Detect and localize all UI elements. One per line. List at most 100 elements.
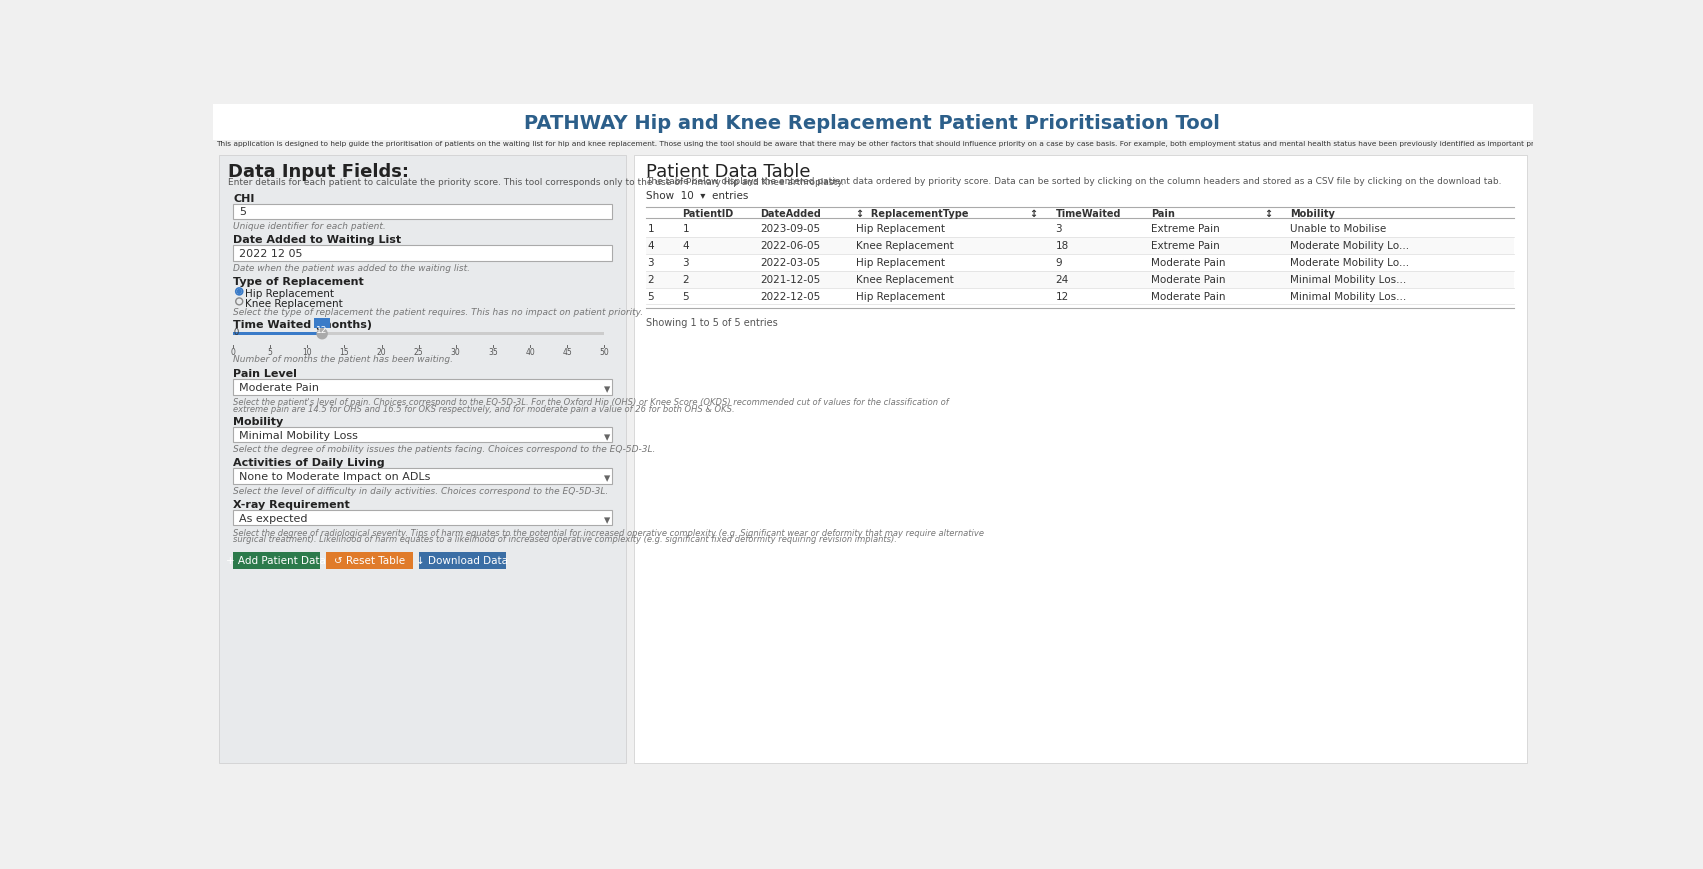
Text: Date when the patient was added to the waiting list.: Date when the patient was added to the w…: [233, 263, 470, 273]
Circle shape: [317, 328, 327, 339]
Text: Patient Data Table: Patient Data Table: [645, 163, 811, 181]
Text: Mobility: Mobility: [1289, 209, 1335, 219]
Text: Hip Replacement: Hip Replacement: [245, 289, 334, 299]
FancyBboxPatch shape: [325, 553, 412, 569]
Text: ▾: ▾: [605, 473, 610, 486]
Text: 2: 2: [683, 275, 690, 285]
FancyBboxPatch shape: [233, 553, 320, 569]
Text: 30: 30: [451, 348, 460, 356]
Text: + Add Patient Data: + Add Patient Data: [226, 556, 327, 566]
Text: 3: 3: [1056, 224, 1063, 235]
Text: Hip Replacement: Hip Replacement: [857, 258, 945, 269]
Text: 35: 35: [489, 348, 497, 356]
FancyBboxPatch shape: [645, 288, 1514, 304]
Text: Knee Replacement: Knee Replacement: [245, 299, 344, 309]
FancyBboxPatch shape: [233, 332, 322, 335]
Text: Moderate Pain: Moderate Pain: [238, 383, 318, 393]
Text: Date Added to Waiting List: Date Added to Waiting List: [233, 235, 402, 245]
Text: Select the level of difficulty in daily activities. Choices correspond to the EQ: Select the level of difficulty in daily …: [233, 487, 608, 496]
Text: 5: 5: [238, 208, 247, 217]
Text: Minimal Mobility Loss: Minimal Mobility Loss: [238, 431, 358, 441]
Text: Minimal Mobility Los...: Minimal Mobility Los...: [1289, 275, 1407, 285]
Text: 5: 5: [683, 292, 690, 302]
FancyBboxPatch shape: [213, 104, 1533, 140]
Text: Knee Replacement: Knee Replacement: [857, 275, 954, 285]
Text: 3: 3: [647, 258, 654, 269]
Text: 2021-12-05: 2021-12-05: [761, 275, 821, 285]
FancyBboxPatch shape: [233, 510, 611, 526]
Text: Unique identifier for each patient.: Unique identifier for each patient.: [233, 222, 387, 231]
Text: ↕  ReplacementType: ↕ ReplacementType: [857, 209, 969, 219]
Text: Number of months the patient has been waiting.: Number of months the patient has been wa…: [233, 355, 453, 364]
Text: Extreme Pain: Extreme Pain: [1151, 242, 1219, 251]
Text: Pain Level: Pain Level: [233, 369, 296, 379]
Text: Time Waited (months): Time Waited (months): [233, 320, 371, 330]
Text: 12: 12: [1056, 292, 1069, 302]
Text: 2022-06-05: 2022-06-05: [761, 242, 821, 251]
Text: 3: 3: [683, 258, 690, 269]
Text: Extreme Pain: Extreme Pain: [1151, 224, 1219, 235]
Text: 4: 4: [647, 242, 654, 251]
Text: TimeWaited: TimeWaited: [1056, 209, 1121, 219]
Text: Minimal Mobility Los...: Minimal Mobility Los...: [1289, 292, 1407, 302]
Text: Hip Replacement: Hip Replacement: [857, 224, 945, 235]
Text: Showing 1 to 5 of 5 entries: Showing 1 to 5 of 5 entries: [645, 318, 778, 328]
Text: DateAdded: DateAdded: [761, 209, 821, 219]
Text: ▾: ▾: [605, 383, 610, 396]
Text: Show  10  ▾  entries: Show 10 ▾ entries: [645, 190, 749, 201]
Text: 50: 50: [599, 348, 610, 356]
Text: 25: 25: [414, 348, 424, 356]
Text: 4: 4: [683, 242, 690, 251]
Text: Select the patient's level of pain. Choices correspond to the EQ-5D-3L. For the : Select the patient's level of pain. Choi…: [233, 398, 949, 407]
Text: surgical treatment). Likelihood of harm equates to a likelihood of increased ope: surgical treatment). Likelihood of harm …: [233, 535, 897, 545]
Text: 15: 15: [339, 348, 349, 356]
Text: 2022-12-05: 2022-12-05: [761, 292, 821, 302]
Text: ▾: ▾: [605, 431, 610, 444]
Text: 2022 12 05: 2022 12 05: [238, 249, 303, 259]
FancyBboxPatch shape: [233, 379, 611, 395]
Text: Moderate Pain: Moderate Pain: [1151, 275, 1226, 285]
Text: ↕: ↕: [1030, 209, 1037, 219]
FancyBboxPatch shape: [233, 332, 605, 335]
FancyBboxPatch shape: [233, 427, 611, 442]
FancyBboxPatch shape: [220, 155, 627, 763]
Text: Moderate Mobility Lo...: Moderate Mobility Lo...: [1289, 258, 1408, 269]
Text: 2022-03-05: 2022-03-05: [761, 258, 821, 269]
Text: 1: 1: [683, 224, 690, 235]
FancyBboxPatch shape: [233, 245, 611, 261]
Text: 20: 20: [376, 348, 387, 356]
Text: Select the degree of radiological severity. Tips of harm equates to the potentia: Select the degree of radiological severi…: [233, 528, 984, 538]
Text: Moderate Pain: Moderate Pain: [1151, 292, 1226, 302]
Text: PATHWAY Hip and Knee Replacement Patient Prioritisation Tool: PATHWAY Hip and Knee Replacement Patient…: [525, 115, 1221, 133]
Text: extreme pain are 14.5 for OHS and 16.5 for OKS respectively, and for moderate pa: extreme pain are 14.5 for OHS and 16.5 f…: [233, 405, 734, 414]
Text: 45: 45: [562, 348, 572, 356]
Text: ↓ Download Data: ↓ Download Data: [417, 556, 509, 566]
Text: 0: 0: [233, 328, 238, 337]
FancyBboxPatch shape: [419, 553, 506, 569]
FancyBboxPatch shape: [645, 236, 1514, 254]
Text: 10: 10: [303, 348, 312, 356]
Text: Activities of Daily Living: Activities of Daily Living: [233, 459, 385, 468]
Circle shape: [237, 289, 242, 294]
Text: 2023-09-05: 2023-09-05: [761, 224, 821, 235]
FancyBboxPatch shape: [315, 318, 330, 328]
Text: Select the degree of mobility issues the patients facing. Choices correspond to : Select the degree of mobility issues the…: [233, 446, 656, 454]
Text: As expected: As expected: [238, 514, 308, 524]
Text: This application is designed to help guide the prioritisation of patients on the: This application is designed to help gui…: [216, 142, 1703, 147]
FancyBboxPatch shape: [634, 155, 1526, 763]
Text: Unable to Mobilise: Unable to Mobilise: [1289, 224, 1386, 235]
Text: Knee Replacement: Knee Replacement: [857, 242, 954, 251]
Text: ↕: ↕: [1264, 209, 1272, 219]
Text: 1: 1: [647, 224, 654, 235]
Text: 5: 5: [267, 348, 272, 356]
Text: 2: 2: [647, 275, 654, 285]
Text: None to Moderate Impact on ADLs: None to Moderate Impact on ADLs: [238, 473, 431, 482]
Text: X-ray Requirement: X-ray Requirement: [233, 500, 349, 510]
FancyBboxPatch shape: [645, 220, 1514, 236]
Text: ▾: ▾: [605, 514, 610, 527]
Text: 5: 5: [647, 292, 654, 302]
Text: Mobility: Mobility: [233, 417, 283, 427]
FancyBboxPatch shape: [233, 203, 611, 219]
Text: PatientID: PatientID: [683, 209, 734, 219]
Text: Moderate Mobility Lo...: Moderate Mobility Lo...: [1289, 242, 1408, 251]
